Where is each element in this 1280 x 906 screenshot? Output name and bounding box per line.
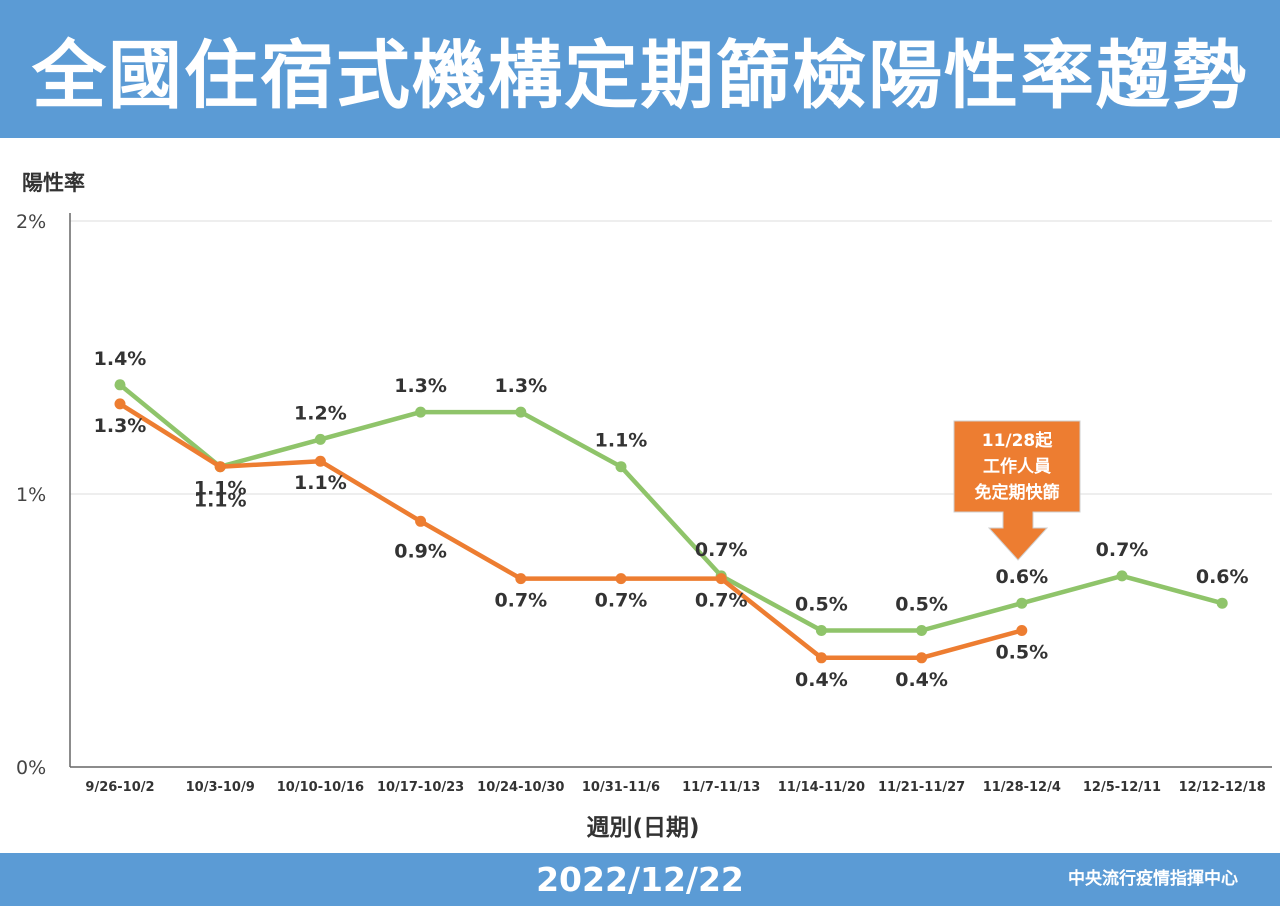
data-point xyxy=(314,455,326,467)
x-tick-label: 11/21-11/27 xyxy=(878,780,965,795)
data-point xyxy=(615,461,627,473)
data-point xyxy=(515,573,527,585)
data-label: 1.1% xyxy=(194,478,247,500)
data-label: 0.5% xyxy=(995,642,1048,664)
data-label: 1.1% xyxy=(595,430,648,452)
data-label: 0.7% xyxy=(1096,539,1149,561)
data-label-layer: 1.4% 1.1% 1.2% 1.3% 1.3% 1.1% 0.7% 0.5% 0.5% 0.6%… xyxy=(94,348,1249,691)
annotation-text: 免定期快篩 xyxy=(975,482,1060,503)
data-point xyxy=(916,625,928,636)
x-tick-label: 10/24-10/30 xyxy=(477,780,564,795)
data-point xyxy=(415,406,427,418)
data-label: 1.3% xyxy=(94,415,147,437)
series-line-2 xyxy=(118,402,1023,661)
data-point xyxy=(1216,597,1228,609)
x-tick-label: 10/10-10/16 xyxy=(277,780,364,795)
y-tick-label: 1% xyxy=(16,484,46,506)
data-label: 0.6% xyxy=(995,566,1048,588)
y-axis-title: 陽性率 xyxy=(22,171,85,195)
grid-layer xyxy=(70,220,1272,495)
data-point xyxy=(615,573,627,585)
data-label: 0.5% xyxy=(795,594,848,616)
header-banner: 全國住宿式機構定期篩檢陽性率趨勢 xyxy=(0,0,1280,138)
data-label: 1.3% xyxy=(494,375,547,397)
data-label: 1.3% xyxy=(394,375,447,397)
data-point xyxy=(114,379,126,391)
x-tick-label: 11/14-11/20 xyxy=(778,780,865,795)
data-point xyxy=(715,573,727,585)
data-point xyxy=(515,406,527,418)
data-label: 0.6% xyxy=(1196,566,1249,588)
series-layer xyxy=(114,379,1228,664)
data-label: 0.4% xyxy=(895,669,948,691)
x-tick-label: 10/31-11/6 xyxy=(582,780,660,795)
annotation-text: 11/28起 xyxy=(982,430,1054,451)
data-label: 1.4% xyxy=(94,348,147,370)
data-label: 0.9% xyxy=(394,540,447,562)
data-label: 0.7% xyxy=(695,539,748,561)
x-tick-label: 12/12-12/18 xyxy=(1179,780,1266,795)
y-tick-label: 0% xyxy=(16,757,46,779)
data-label: 1.1% xyxy=(194,490,247,512)
data-point xyxy=(114,398,126,410)
data-point xyxy=(214,461,226,473)
data-label: 0.7% xyxy=(595,590,648,612)
footer-date: 2022/12/22 xyxy=(536,860,744,899)
data-point xyxy=(815,652,827,664)
data-point xyxy=(815,625,827,636)
data-label: 0.7% xyxy=(695,590,748,612)
data-label: 0.4% xyxy=(795,669,848,691)
footer-banner: 2022/12/22 中央流行疫情指揮中心 xyxy=(0,853,1280,906)
x-tick-label: 11/7-11/13 xyxy=(682,780,760,795)
footer-organization: 中央流行疫情指揮中心 xyxy=(1068,869,1238,889)
x-axis-title: 週別(日期) xyxy=(586,815,699,841)
series-line-1 xyxy=(118,383,1223,633)
data-point xyxy=(1116,570,1128,582)
x-tick-label: 10/3-10/9 xyxy=(186,780,255,795)
data-point xyxy=(1016,597,1028,609)
x-tick-label: 10/17-10/23 xyxy=(377,780,464,795)
annotation-arrow-box xyxy=(953,420,1081,561)
x-tick-label: 12/5-12/11 xyxy=(1083,780,1161,795)
data-point xyxy=(314,433,326,445)
data-label: 0.7% xyxy=(494,590,547,612)
data-label: 1.2% xyxy=(294,402,347,424)
data-point xyxy=(916,652,928,664)
data-point xyxy=(415,515,427,527)
data-label: 0.5% xyxy=(895,594,948,616)
data-point xyxy=(1016,625,1028,636)
page-title: 全國住宿式機構定期篩檢陽性率趨勢 xyxy=(32,32,1248,119)
annotation-text: 工作人員 xyxy=(983,456,1051,477)
y-tick-label: 2% xyxy=(16,211,46,233)
x-tick-label: 11/28-12/4 xyxy=(983,780,1061,795)
x-tick-label: 9/26-10/2 xyxy=(85,780,154,795)
data-label: 1.1% xyxy=(294,472,347,494)
